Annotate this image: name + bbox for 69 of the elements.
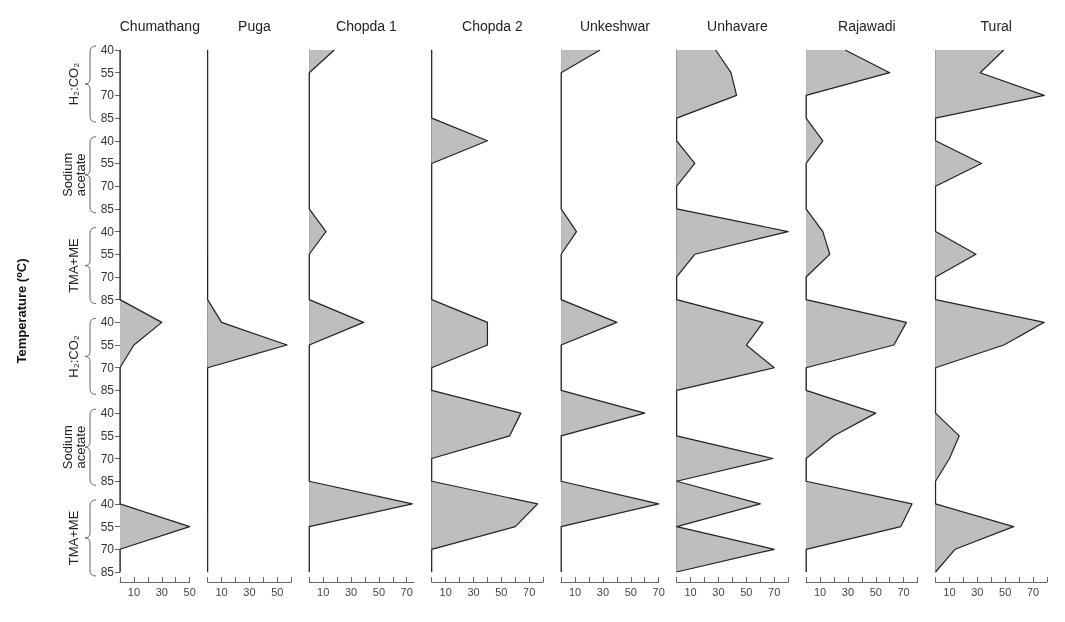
y-tick-label: 55 [100, 156, 115, 171]
x-tick-label: 50 [183, 585, 196, 598]
chart-title: Chumathang [119, 18, 200, 34]
x-tick-label: 30 [344, 585, 358, 598]
x-tick-label: 30 [841, 585, 855, 598]
y-tick-label: 85 [100, 474, 115, 489]
chart-title: Chopda 1 [336, 18, 398, 34]
chart-title: Unhavare [707, 18, 768, 34]
x-tick-label: 70 [523, 585, 536, 598]
x-tick-label: 50 [999, 585, 1012, 598]
x-tick-label: 30 [596, 585, 610, 598]
y-tick-label: 85 [100, 565, 115, 579]
x-tick-label: 10 [215, 585, 228, 598]
x-tick-label: 10 [568, 585, 582, 598]
text: H₂:CO₂ [66, 335, 81, 378]
x-tick-label: 30 [155, 585, 168, 598]
text: Sodium acetate [59, 152, 88, 197]
chart-title: Puga [238, 18, 271, 34]
x-tick-label: 50 [624, 585, 637, 598]
x-tick-label: 30 [971, 585, 984, 598]
x-tick-label: 50 [869, 585, 882, 598]
x-tick-label: 10 [439, 585, 452, 598]
x-tick-label: 70 [768, 585, 781, 598]
x-tick-label: 70 [897, 585, 910, 598]
x-tick-label: 10 [684, 585, 697, 598]
chart-title: Tural [980, 18, 1012, 34]
text: H₂:CO₂ [66, 62, 81, 106]
x-tick-label: 10 [317, 585, 330, 598]
y-tick-label: 40 [100, 496, 115, 511]
y-tick-label: 85 [100, 292, 115, 307]
y-tick-label: 40 [100, 406, 115, 421]
y-tick-label: 55 [100, 519, 115, 534]
x-tick-label: 70 [400, 585, 413, 598]
x-tick-label: 50 [372, 585, 386, 598]
text: TMA+ME [66, 510, 81, 566]
x-tick-label: 10 [127, 585, 141, 598]
x-tick-label: 70 [652, 585, 665, 598]
x-tick-label: 50 [495, 585, 508, 598]
y-tick-label: 85 [100, 201, 115, 216]
y-tick-label: 70 [100, 88, 115, 103]
y-tick-label: 70 [100, 269, 115, 284]
x-tick-label: 30 [467, 585, 480, 598]
text: Sodium acetate [59, 425, 88, 470]
x-tick-label: 70 [1026, 585, 1040, 598]
x-tick-label: 50 [271, 585, 284, 598]
y-tick-label: 70 [100, 451, 115, 466]
y-tick-label: 55 [100, 428, 115, 443]
y-tick-label: 40 [100, 133, 115, 148]
y-tick-label: 40 [100, 315, 115, 330]
x-tick-label: 10 [943, 585, 956, 598]
x-tick-label: 50 [740, 585, 753, 598]
chart-title: Unkeshwar [579, 18, 651, 34]
y-tick-label: 55 [100, 338, 115, 353]
y-tick-label: 70 [100, 179, 115, 194]
x-tick-label: 30 [243, 585, 256, 598]
y-tick-label: 55 [100, 65, 115, 80]
y-tick-label: 70 [100, 360, 115, 375]
x-tick-label: 10 [813, 585, 827, 598]
y-tick-label: 85 [100, 383, 115, 398]
y-tick-label: 70 [100, 542, 115, 557]
y-tick-label: 85 [100, 111, 115, 126]
chart-title: Chopda 2 [462, 18, 524, 34]
x-tick-label: 30 [712, 585, 725, 598]
y-tick-label: 40 [100, 43, 115, 57]
y-tick-label: 40 [100, 224, 115, 239]
chart-title: Rajawadi [838, 18, 896, 34]
text: TMA+ME [66, 238, 81, 293]
y-tick-label: 55 [100, 247, 115, 262]
y-axis-title: Temperature (⁰C) [14, 258, 29, 364]
